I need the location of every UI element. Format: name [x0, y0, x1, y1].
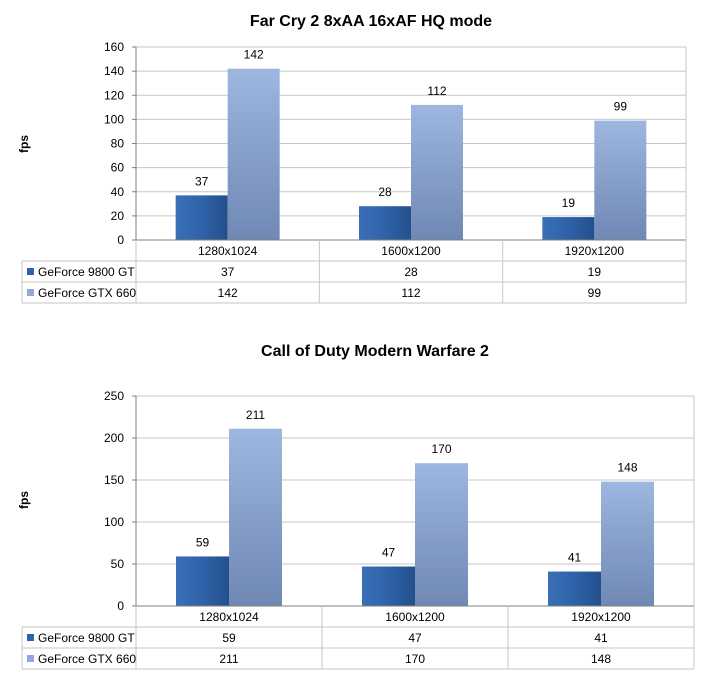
y-tick-label: 0	[117, 599, 124, 613]
table-cell-value: 142	[218, 286, 238, 300]
bar-series-2	[601, 481, 654, 606]
data-label: 112	[427, 84, 446, 98]
x-tick-label: 1280x1024	[198, 244, 258, 258]
bar-series-2	[229, 428, 282, 606]
x-tick-label: 1920x1200	[571, 610, 631, 624]
data-label: 148	[617, 461, 637, 475]
table-cell-value: 99	[588, 286, 602, 300]
x-tick-label: 1280x1024	[199, 610, 259, 624]
data-label: 142	[244, 48, 264, 62]
x-tick-label: 1600x1200	[381, 244, 441, 258]
bar-series-1	[542, 217, 595, 240]
table-cell-value: 112	[401, 286, 420, 300]
legend-swatch	[27, 655, 34, 662]
data-label: 99	[614, 100, 628, 114]
bar-series-2	[227, 68, 280, 241]
legend-entry: GeForce 9800 GT	[38, 631, 135, 645]
bar-series-1	[362, 566, 415, 606]
y-tick-label: 0	[117, 233, 124, 247]
chart-1: Far Cry 2 8xAA 16xAF HQ mode fps 0 20 40 60 80…	[17, 13, 687, 304]
y-axis-label: fps	[17, 135, 31, 153]
data-label: 37	[195, 174, 209, 188]
y-tick-label: 40	[111, 185, 125, 199]
legend-entry: GeForce GTX 660	[38, 286, 136, 300]
x-tick-label: 1920x1200	[565, 244, 625, 258]
y-tick-label: 160	[104, 40, 124, 54]
data-label: 28	[378, 185, 392, 199]
bar-series-1	[548, 571, 601, 606]
legend-swatch	[27, 289, 34, 296]
y-tick-label: 80	[111, 137, 125, 151]
chart-2: Call of Duty Modern Warfare 2 fps 0 50 100 15…	[17, 343, 695, 670]
y-tick-label: 120	[104, 88, 124, 102]
legend-swatch	[27, 268, 34, 275]
table-cell-value: 37	[221, 265, 235, 279]
bar-series-1	[176, 556, 229, 606]
y-tick-label: 140	[104, 64, 124, 78]
table-cell-value: 211	[219, 652, 238, 666]
y-tick-label: 50	[111, 557, 125, 571]
legend-swatch	[27, 634, 34, 641]
table-cell-value: 28	[404, 265, 418, 279]
y-tick-label: 20	[111, 209, 125, 223]
data-label: 19	[562, 196, 576, 210]
data-label: 170	[431, 442, 451, 456]
bar-series-2	[415, 463, 468, 606]
legend-entry: GeForce 9800 GT	[38, 265, 135, 279]
data-label: 41	[568, 551, 582, 565]
y-tick-label: 250	[104, 389, 124, 403]
x-tick-label: 1600x1200	[385, 610, 445, 624]
data-label: 59	[196, 535, 210, 549]
bar-series-1	[359, 206, 411, 240]
y-tick-label: 100	[104, 515, 124, 529]
y-tick-label: 150	[104, 473, 124, 487]
table-cell-value: 41	[594, 631, 608, 645]
data-label: 211	[246, 408, 265, 422]
data-label: 47	[382, 546, 396, 560]
bar-series-2	[594, 120, 647, 240]
y-tick-label: 100	[104, 112, 124, 126]
legend-entry: GeForce GTX 660	[38, 652, 136, 666]
table-cell-value: 170	[405, 652, 425, 666]
table-cell-value: 19	[588, 265, 602, 279]
chart-title: Far Cry 2 8xAA 16xAF HQ mode	[250, 13, 492, 30]
y-tick-label: 60	[111, 161, 125, 175]
y-axis-label: fps	[17, 491, 31, 509]
table-cell-value: 59	[222, 631, 236, 645]
bar-series-2	[411, 104, 463, 241]
chart-title: Call of Duty Modern Warfare 2	[261, 343, 489, 360]
y-tick-label: 200	[104, 431, 124, 445]
table-cell-value: 47	[408, 631, 422, 645]
bar-series-1	[175, 195, 228, 240]
table-cell-value: 148	[591, 652, 611, 666]
